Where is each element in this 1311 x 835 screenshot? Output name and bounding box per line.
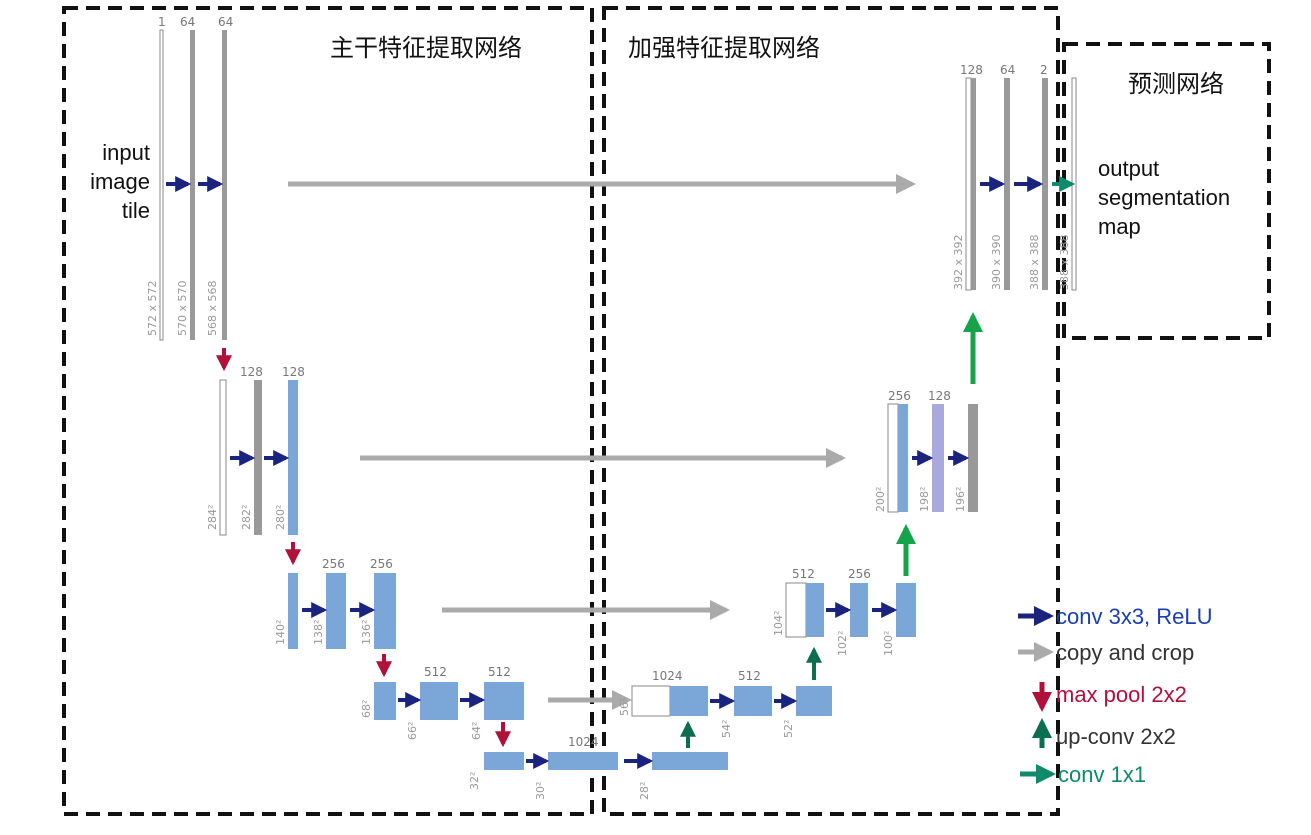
dim-label-282: 282² [240, 505, 253, 530]
dim-label-196: 196² [954, 487, 967, 512]
feature-map-up4 [670, 686, 708, 716]
chan-label-128e: 128 [928, 389, 951, 403]
chan-label-256b: 256 [370, 557, 393, 571]
feature-map-512c [734, 686, 772, 716]
chan-label-1024u: 1024 [652, 669, 683, 683]
chan-label-512d: 512 [792, 567, 815, 581]
chan-label-512u: 512 [738, 669, 761, 683]
feature-map-256b [374, 573, 396, 649]
enhance-region [602, 6, 1060, 816]
feature-map-128a [254, 380, 262, 535]
feature-map-256d [896, 583, 916, 637]
chan-label-1024: 1024 [568, 735, 599, 749]
feature-map-pool3 [374, 682, 396, 720]
dim-label-66: 66² [406, 722, 419, 740]
dim-label-68: 68² [360, 700, 373, 718]
chan-label-128b: 128 [282, 365, 305, 379]
chan-label-256a: 256 [322, 557, 345, 571]
dim-label-572: 572 x 572 [146, 281, 159, 337]
dim-label-198: 198² [918, 487, 931, 512]
dim-label-54: 54² [720, 720, 733, 738]
dim-label-104: 104² [772, 611, 785, 636]
feature-map-pool4 [484, 752, 524, 770]
feature-map-256c [850, 583, 868, 637]
dim-label-30: 30² [534, 782, 547, 800]
legend-copy-label: copy and crop [1056, 640, 1194, 665]
feature-map-1024a [548, 752, 618, 770]
dim-label-284: 284² [206, 505, 219, 530]
feature-map-crop4 [631, 685, 671, 717]
enhance-label: 加强特征提取网络 [628, 34, 820, 62]
feature-map-64d [1042, 78, 1048, 290]
output-label-line1: output [1098, 156, 1159, 181]
legend-conv-label: conv 3x3, ReLU [1056, 604, 1213, 629]
feature-map-up1 [971, 78, 976, 290]
feature-map-64b [222, 30, 227, 340]
dim-label-388: 388 x 388 [1028, 235, 1041, 291]
legend-up-label: up-conv 2x2 [1056, 724, 1176, 749]
chan-label-512a: 512 [424, 665, 447, 679]
dim-label-56: 56² [618, 698, 631, 716]
legend-1x1-label: conv 1x1 [1058, 762, 1146, 787]
dim-label-200: 200² [874, 487, 887, 512]
dim-label-52: 52² [782, 720, 795, 738]
predict-region [1062, 42, 1271, 340]
dim-label-64: 64² [470, 722, 483, 740]
feature-map-crop1 [965, 77, 972, 291]
chan-label-256d: 256 [848, 567, 871, 581]
dim-label-280: 280² [274, 505, 287, 530]
legend-pool-label: max pool 2x2 [1056, 682, 1187, 707]
feature-map-64c [1004, 78, 1010, 290]
backbone-label: 主干特征提取网络 [330, 34, 522, 62]
chan-label-64a: 64 [180, 15, 195, 29]
dim-label-102: 102² [836, 631, 849, 656]
feature-map-pool1 [219, 379, 227, 536]
feature-map-512b [484, 682, 524, 720]
feature-map-128c [932, 404, 944, 512]
feature-map-output [1071, 77, 1077, 291]
predict-label: 预测网络 [1128, 70, 1224, 98]
dim-label-140: 140² [274, 620, 287, 645]
dim-label-138: 138² [312, 620, 325, 645]
input-label-line3: tile [122, 198, 150, 223]
backbone-region [62, 6, 594, 816]
dim-label-100: 100² [882, 631, 895, 656]
feature-map-1024b [652, 752, 728, 770]
chan-label-512b: 512 [488, 665, 511, 679]
feature-map-crop3 [785, 582, 807, 638]
dim-label-28: 28² [638, 782, 651, 800]
feature-map-up2 [898, 404, 908, 512]
output-label-line3: map [1098, 214, 1141, 239]
feature-map-256a [326, 573, 346, 649]
chan-label-1: 1 [158, 15, 166, 29]
feature-map-64a [190, 30, 195, 340]
dim-label-568: 568 x 568 [206, 281, 219, 337]
feature-map-pool2 [288, 573, 298, 649]
chan-label-64f: 64 [1000, 63, 1015, 77]
chan-label-64b: 64 [218, 15, 233, 29]
feature-map-up3 [806, 583, 824, 637]
chan-label-256e: 256 [888, 389, 911, 403]
feature-map-input [159, 29, 164, 341]
dim-label-390: 390 x 390 [990, 235, 1003, 291]
chan-label-128a: 128 [240, 365, 263, 379]
output-label-line2: segmentation [1098, 185, 1230, 210]
dim-label-570: 570 x 570 [176, 281, 189, 337]
feature-map-crop2 [887, 403, 899, 513]
chan-label-128f: 128 [960, 63, 983, 77]
dim-label-32: 32² [468, 772, 481, 790]
input-label-line1: input [102, 140, 150, 165]
chan-label-2: 2 [1040, 63, 1048, 77]
input-label-line2: image [90, 169, 150, 194]
dim-label-392: 392 x 392 [952, 235, 965, 291]
feature-map-512d [796, 686, 832, 716]
feature-map-128d [968, 404, 978, 512]
legend: conv 3x3, ReLU copy and crop max pool 2x… [1018, 604, 1213, 787]
dim-label-388b: 388 x 388 [1058, 235, 1071, 291]
feature-map-512a [420, 682, 458, 720]
feature-map-128b [288, 380, 298, 535]
dim-label-136: 136² [360, 620, 373, 645]
